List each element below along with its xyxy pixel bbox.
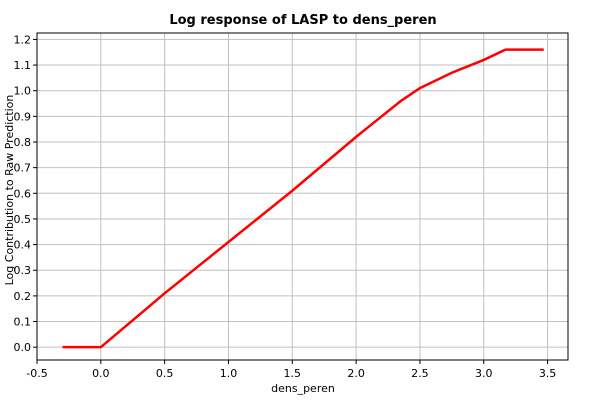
y-tick-label: 1.0 bbox=[14, 85, 32, 98]
y-tick-label: 0.2 bbox=[14, 290, 32, 303]
y-tick-label: 0.4 bbox=[14, 239, 32, 252]
x-tick-label: 1.5 bbox=[284, 367, 302, 380]
plot-frame bbox=[36, 32, 569, 361]
y-tick-label: 0.5 bbox=[14, 213, 32, 226]
chart-title: Log response of LASP to dens_peren bbox=[169, 13, 436, 28]
y-tick-label: 0.8 bbox=[14, 136, 32, 149]
x-axis-label: dens_peren bbox=[271, 382, 335, 395]
y-tick-label: 0.1 bbox=[14, 316, 32, 329]
x-tick-label: 0.0 bbox=[92, 367, 110, 380]
x-tick-label: 3.5 bbox=[539, 367, 557, 380]
data-line bbox=[62, 48, 544, 349]
y-tick-label: 0.6 bbox=[14, 187, 32, 200]
x-tick-label: 3.0 bbox=[475, 367, 493, 380]
x-tick-label: 0.5 bbox=[156, 367, 174, 380]
y-tick-label: 1.2 bbox=[14, 33, 32, 46]
x-tick-label: -0.5 bbox=[26, 367, 47, 380]
y-tick-label: 0.9 bbox=[14, 110, 32, 123]
y-tick-label: 0.7 bbox=[14, 162, 32, 175]
x-tick-label: 2.0 bbox=[347, 367, 365, 380]
y-tick-label: 0.3 bbox=[14, 264, 32, 277]
y-axis-label: Log Contribution to Raw Prediction bbox=[3, 95, 16, 286]
x-tick-label: 2.5 bbox=[411, 367, 429, 380]
x-tick-label: 1.0 bbox=[220, 367, 238, 380]
y-tick-label: 1.1 bbox=[14, 59, 32, 72]
y-tick-label: 0.0 bbox=[14, 341, 32, 354]
